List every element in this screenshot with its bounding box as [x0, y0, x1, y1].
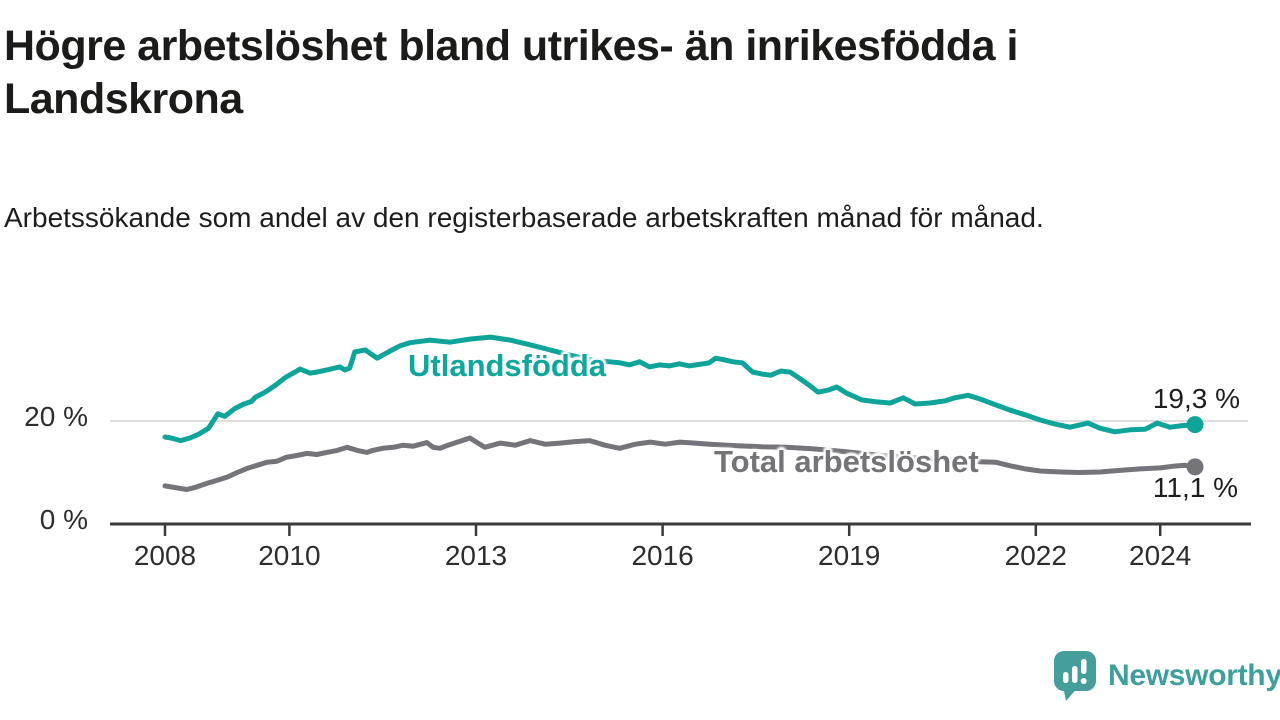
- x-axis-label-2019: 2019: [818, 540, 881, 571]
- series-end-dot-1: [1186, 458, 1204, 476]
- series-line-0: [162, 334, 1198, 444]
- series-label-total-arbetsloshet: Total arbetslöshet: [714, 444, 979, 479]
- x-axis-label-2013: 2013: [444, 540, 508, 571]
- x-axis-label-2024: 2024: [1129, 540, 1192, 571]
- x-axis-label-2010: 2010: [258, 540, 321, 571]
- series-line-1: [162, 435, 1198, 492]
- newsworthy-logo-text: Newsworthy: [1108, 659, 1280, 692]
- x-axis-label-2022: 2022: [1004, 540, 1067, 571]
- series-label-utlandsfodda: Utlandsfödda: [408, 348, 607, 383]
- series-end-dot-0: [1186, 416, 1204, 434]
- x-axis-label-2016: 2016: [631, 540, 694, 571]
- end-value-label-total: 11,1 %: [1152, 472, 1238, 503]
- chart-subtitle: Arbetssökande som andel av den registerb…: [4, 202, 1044, 233]
- y-axis-label-20: 20 %: [24, 401, 88, 432]
- chart-title: Högre arbetslöshet bland utrikes- än inr…: [4, 22, 1018, 123]
- x-axis-label-2008: 2008: [133, 540, 197, 571]
- newsworthy-logo-icon: [1054, 651, 1096, 701]
- newsworthy-logo: Newsworthy: [1053, 650, 1280, 702]
- y-axis-label-0: 0 %: [39, 504, 88, 535]
- end-value-label-utlandsfodda: 19,3 %: [1152, 383, 1240, 414]
